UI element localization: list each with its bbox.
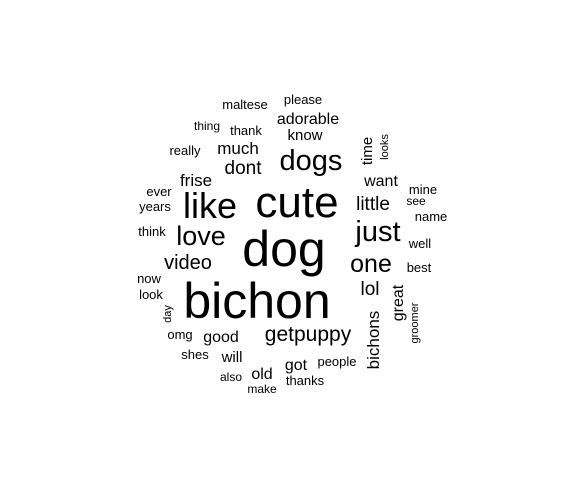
word-will: will bbox=[221, 349, 243, 366]
word-frise: frise bbox=[180, 171, 212, 190]
word-think: think bbox=[138, 224, 166, 239]
word-best: best bbox=[407, 260, 432, 275]
word-day: day bbox=[162, 305, 174, 323]
word-adorable: adorable bbox=[277, 111, 339, 128]
word-make: make bbox=[247, 382, 277, 396]
word-looks: looks bbox=[379, 134, 391, 160]
word-maltese: maltese bbox=[222, 97, 268, 112]
word-time: time bbox=[359, 137, 376, 165]
word-bichon: bichon bbox=[183, 273, 330, 329]
word-omg: omg bbox=[167, 327, 192, 342]
word-want: want bbox=[363, 173, 398, 190]
word-just: just bbox=[354, 216, 400, 248]
word-well: well bbox=[408, 236, 432, 251]
word-cute: cute bbox=[255, 178, 338, 227]
word-got: got bbox=[285, 357, 308, 374]
word-look: look bbox=[139, 287, 163, 302]
word-mine: mine bbox=[409, 182, 437, 197]
word-love: love bbox=[176, 221, 226, 251]
word-please: please bbox=[284, 92, 322, 107]
word-thing: thing bbox=[194, 119, 220, 133]
word-also: also bbox=[220, 370, 242, 384]
word-now: now bbox=[137, 271, 161, 286]
word-dog: dog bbox=[242, 221, 325, 277]
word-thank: thank bbox=[230, 123, 262, 138]
word-groomer: groomer bbox=[409, 302, 421, 343]
word-name: name bbox=[415, 209, 448, 224]
word-one: one bbox=[350, 250, 392, 278]
word-getpuppy: getpuppy bbox=[265, 323, 352, 346]
word-video: video bbox=[164, 252, 212, 274]
word-dont: dont bbox=[225, 158, 263, 179]
word-ever: ever bbox=[146, 184, 172, 199]
word-years: years bbox=[139, 199, 171, 214]
word-thanks: thanks bbox=[286, 373, 325, 388]
word-good: good bbox=[203, 329, 239, 346]
word-old: old bbox=[251, 366, 272, 383]
word-dogs: dogs bbox=[280, 145, 343, 177]
word-see: see bbox=[406, 194, 426, 208]
word-much: much bbox=[217, 139, 259, 158]
word-bichons: bichons bbox=[364, 311, 383, 370]
word-lol: lol bbox=[360, 279, 379, 300]
word-people: people bbox=[317, 354, 356, 369]
word-shes: shes bbox=[181, 347, 209, 362]
word-like: like bbox=[183, 185, 237, 226]
word-really: really bbox=[169, 143, 201, 158]
word-know: know bbox=[287, 127, 322, 144]
word-little: little bbox=[356, 194, 390, 215]
word-great: great bbox=[390, 284, 407, 321]
